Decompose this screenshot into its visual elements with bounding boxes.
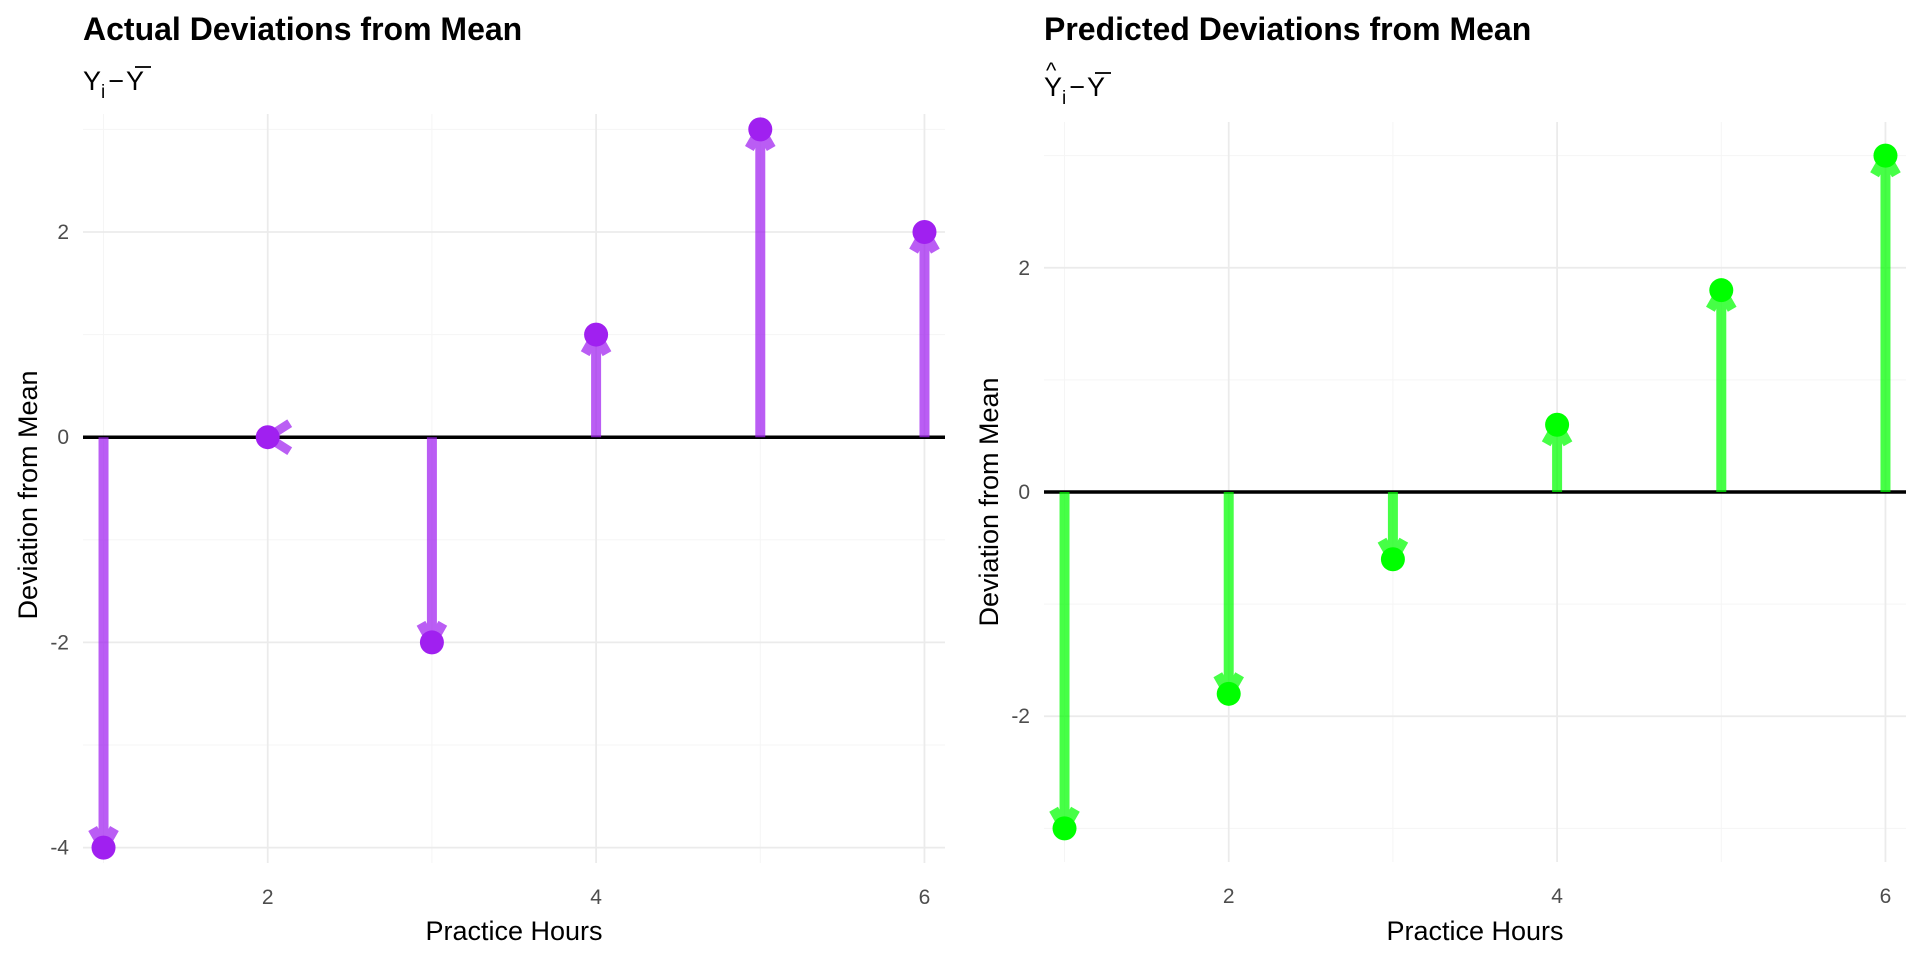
subtitle-operator: − bbox=[108, 66, 124, 96]
x-axis-title: Practice Hours bbox=[1386, 916, 1563, 946]
data-point bbox=[419, 630, 444, 655]
x-tick-label: 2 bbox=[1223, 885, 1235, 908]
data-point bbox=[1545, 412, 1570, 437]
x-axis-title: Practice Hours bbox=[425, 916, 602, 946]
deviation-arrow bbox=[1213, 492, 1244, 704]
data-point bbox=[255, 425, 280, 450]
plot-area: 2 4 6 -2 0 2 bbox=[1011, 122, 1906, 908]
subtitle-hat: ^ bbox=[1046, 58, 1057, 83]
x-tick-label: 4 bbox=[1551, 885, 1563, 908]
x-tick-label: 6 bbox=[919, 886, 931, 909]
data-point bbox=[1052, 816, 1077, 841]
deviation-arrow bbox=[1870, 145, 1901, 492]
y-axis-title: Deviation from Mean bbox=[13, 370, 43, 619]
deviation-arrow bbox=[580, 324, 612, 438]
chart-title: Actual Deviations from Mean bbox=[83, 11, 522, 47]
chart-title: Predicted Deviations from Mean bbox=[1044, 11, 1531, 47]
subtitle-bar-symbol: Y bbox=[126, 66, 144, 96]
subtitle-operator: − bbox=[1069, 72, 1085, 102]
y-axis-title: Deviation from Mean bbox=[974, 377, 1004, 626]
chart-subtitle: Yi −Y bbox=[83, 66, 144, 103]
y-tick-label: 0 bbox=[1018, 481, 1030, 504]
y-tick-label: 2 bbox=[57, 221, 69, 244]
chart-subtitle: Yi −Y bbox=[1044, 72, 1105, 109]
x-tick-label: 4 bbox=[590, 886, 602, 909]
deviation-arrow bbox=[1706, 280, 1737, 492]
deviation-arrow bbox=[745, 119, 776, 438]
x-tick-label: 6 bbox=[1880, 885, 1892, 908]
data-point bbox=[1873, 143, 1898, 168]
subtitle-base: Y bbox=[83, 66, 101, 96]
y-tick-label: 2 bbox=[1018, 257, 1030, 280]
subtitle-subscript: i bbox=[101, 82, 105, 103]
data-point bbox=[748, 117, 773, 142]
panel-actual: Actual Deviations from Mean Yi −Y 2 4 6 -4 -2… bbox=[13, 11, 945, 946]
data-point bbox=[91, 835, 116, 860]
subtitle-subscript: i bbox=[1062, 88, 1066, 109]
deviation-arrow bbox=[1049, 492, 1080, 839]
subtitle-bar-symbol: Y bbox=[1087, 72, 1105, 102]
x-tick-label: 2 bbox=[262, 886, 274, 909]
y-tick-label: -4 bbox=[50, 837, 69, 860]
y-tick-label: -2 bbox=[50, 631, 69, 654]
data-point bbox=[1216, 681, 1241, 706]
data-point bbox=[1709, 278, 1734, 303]
subtitle-base: Y bbox=[1044, 72, 1062, 102]
y-tick-label: 0 bbox=[57, 426, 69, 449]
data-point bbox=[584, 322, 609, 347]
panel-predicted: Predicted Deviations from Mean Yi −Y ^ 2 4… bbox=[974, 11, 1906, 946]
data-point bbox=[1380, 547, 1405, 572]
data-point bbox=[912, 219, 937, 244]
plot-area: 2 4 6 -4 -2 0 2 bbox=[50, 114, 945, 909]
y-tick-label: -2 bbox=[1011, 705, 1030, 728]
